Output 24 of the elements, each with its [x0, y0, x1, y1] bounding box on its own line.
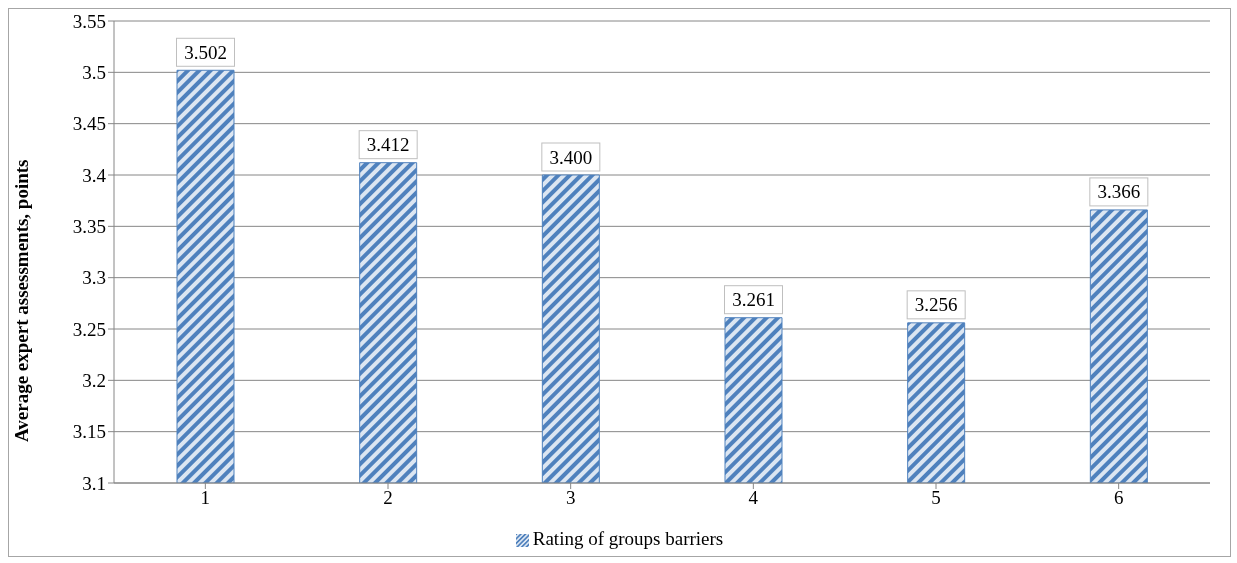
y-tick-label: 3.5	[82, 62, 106, 84]
x-tick-label: 1	[200, 487, 211, 509]
y-tick-label: 3.45	[72, 113, 106, 135]
y-tick-label: 3.25	[72, 318, 106, 340]
legend-label: Rating of groups barriers	[532, 528, 724, 549]
data-label: 3.261	[732, 289, 775, 311]
x-tick-label: 3	[565, 487, 576, 509]
y-tick-label: 3.1	[82, 472, 106, 494]
data-label: 3.412	[366, 134, 410, 156]
x-tick-label: 6	[1113, 487, 1124, 509]
y-tick-label: 3.3	[82, 267, 106, 289]
x-tick-label: 2	[383, 487, 393, 509]
y-tick-label: 3.15	[72, 421, 106, 443]
y-tick-label: 3.2	[82, 370, 106, 392]
x-tick-label: 5	[931, 487, 941, 509]
y-axis-title: Average expert assessments, points	[10, 159, 32, 442]
data-label: 3.256	[914, 294, 958, 316]
y-tick-label: 3.4	[82, 164, 107, 186]
data-label: 3.400	[549, 146, 593, 168]
x-tick-label: 4	[748, 487, 759, 509]
data-label: 3.502	[184, 41, 227, 63]
y-tick-label: 3.35	[72, 216, 106, 238]
data-label: 3.366	[1097, 181, 1141, 203]
y-tick-label: 3.55	[72, 10, 106, 32]
